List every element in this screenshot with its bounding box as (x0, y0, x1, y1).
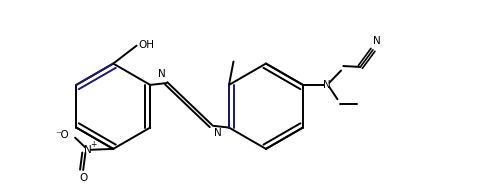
Text: N: N (373, 36, 380, 46)
Text: +: + (90, 140, 97, 149)
Text: ⁻O: ⁻O (55, 130, 69, 139)
Text: OH: OH (139, 40, 155, 50)
Text: N: N (323, 80, 331, 90)
Text: N: N (214, 128, 221, 138)
Text: N: N (84, 145, 92, 155)
Text: O: O (79, 173, 87, 183)
Text: N: N (158, 69, 165, 79)
